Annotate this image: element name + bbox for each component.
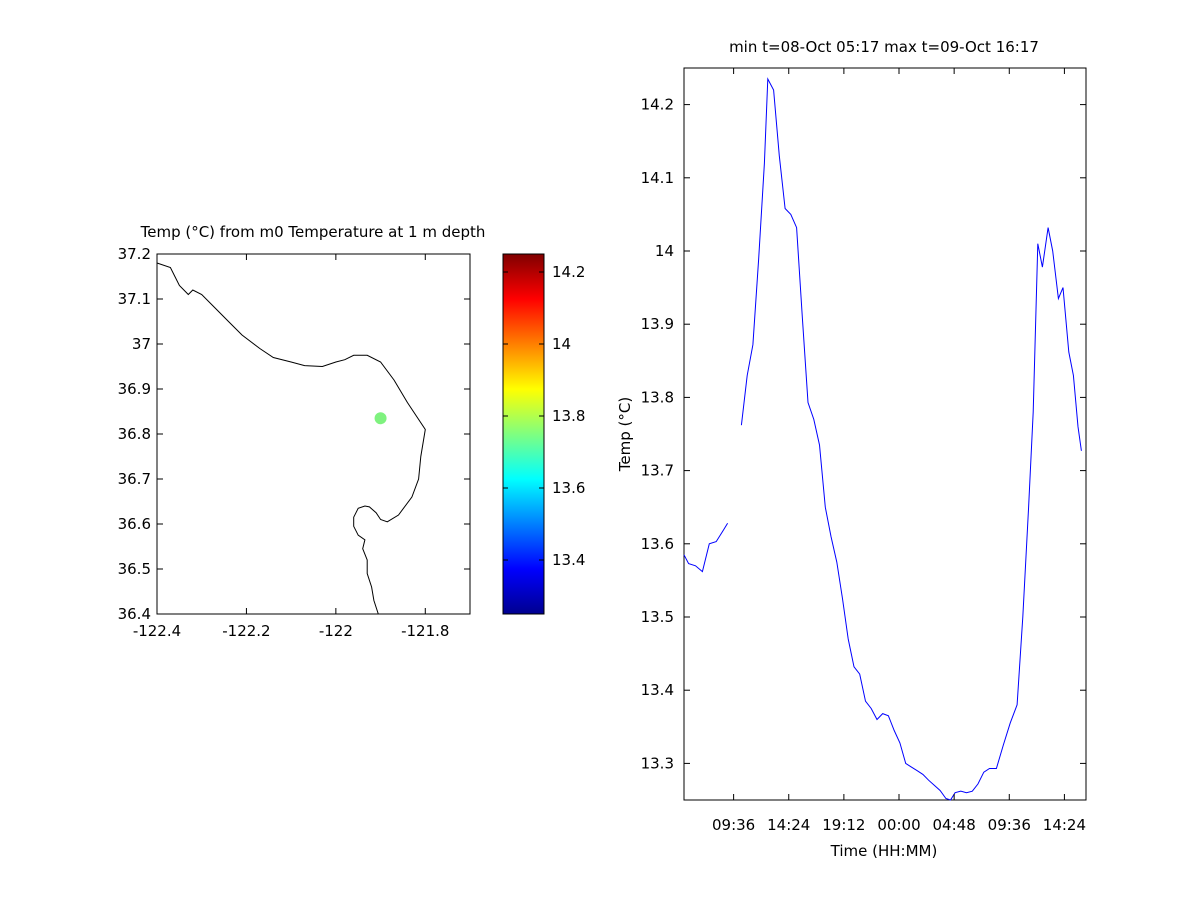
timeseries-x-tick-label: 09:36 xyxy=(712,816,755,834)
map-y-tick-label: 36.5 xyxy=(118,560,151,578)
timeseries-y-tick-label: 13.8 xyxy=(641,388,674,406)
timeseries-y-tick-label: 13.5 xyxy=(641,608,674,626)
map-axes-frame xyxy=(156,253,471,615)
timeseries-panel: min t=08-Oct 05:17 max t=09-Oct 16:17 09… xyxy=(616,38,1087,860)
colorbar-gradient xyxy=(503,254,544,614)
timeseries-x-tick-label: 00:00 xyxy=(877,816,920,834)
timeseries-x-tick-label: 14:24 xyxy=(1043,816,1086,834)
coastline xyxy=(156,262,426,615)
map-title: Temp (°C) from m0 Temperature at 1 m dep… xyxy=(140,223,486,241)
colorbar-ticks: 13.4 13.6 13.8 14 14.2 xyxy=(503,263,585,569)
map-y-tick-label: 36.7 xyxy=(118,470,151,488)
timeseries-y-tick-label: 13.4 xyxy=(641,681,674,699)
colorbar-tick-label: 13.8 xyxy=(552,407,585,425)
timeseries-x-label: Time (HH:MM) xyxy=(830,842,938,860)
colorbar-tick-label: 13.6 xyxy=(552,479,585,497)
map-y-tick-label: 37 xyxy=(132,335,151,353)
timeseries-title: min t=08-Oct 05:17 max t=09-Oct 16:17 xyxy=(729,38,1039,56)
timeseries-x-tick-label: 19:12 xyxy=(822,816,865,834)
timeseries-y-label: Temp (°C) xyxy=(616,397,634,472)
map-y-tick-label: 36.8 xyxy=(118,425,151,443)
map-x-tick-label: -122.2 xyxy=(222,622,270,640)
timeseries-y-tick-label: 13.7 xyxy=(641,462,674,480)
map-x-ticks: -122.4 -122.2 -122 -121.8 xyxy=(133,254,449,640)
timeseries-y-tick-label: 14 xyxy=(655,242,674,260)
timeseries-x-tick-label: 09:36 xyxy=(988,816,1031,834)
timeseries-x-tick-label: 04:48 xyxy=(933,816,976,834)
colorbar-frame xyxy=(502,253,545,615)
map-y-tick-label: 37.2 xyxy=(118,245,151,263)
series-line xyxy=(740,77,1082,801)
map-x-tick-label: -122 xyxy=(319,622,353,640)
colorbar-tick-label: 13.4 xyxy=(552,551,585,569)
timeseries-y-tick-label: 13.3 xyxy=(641,754,674,772)
timeseries-y-tick-label: 13.9 xyxy=(641,315,674,333)
colorbar-tick-label: 14.2 xyxy=(552,263,585,281)
series-line xyxy=(683,523,729,573)
map-panel: Temp (°C) from m0 Temperature at 1 m dep… xyxy=(118,223,486,640)
map-plot-area xyxy=(156,253,471,615)
map-y-tick-label: 36.4 xyxy=(118,605,151,623)
map-y-ticks: 36.4 36.5 36.6 36.7 36.8 36.9 37 37.1 37.2 xyxy=(118,245,470,623)
colorbar-tick-label: 14 xyxy=(552,335,571,353)
map-y-tick-label: 37.1 xyxy=(118,290,151,308)
timeseries-y-tick-label: 14.1 xyxy=(641,169,674,187)
timeseries-y-tick-label: 13.6 xyxy=(641,535,674,553)
timeseries-lines xyxy=(683,77,1082,801)
timeseries-x-ticks: 09:36 14:24 19:12 00:00 04:48 09:36 14:24 xyxy=(712,68,1086,834)
station-marker xyxy=(374,412,387,425)
map-x-tick-label: -121.8 xyxy=(401,622,449,640)
map-y-tick-label: 36.6 xyxy=(118,515,151,533)
map-y-tick-label: 36.9 xyxy=(118,380,151,398)
timeseries-axes-frame xyxy=(683,67,1087,801)
timeseries-y-tick-label: 14.2 xyxy=(641,96,674,114)
timeseries-y-ticks: 13.3 13.4 13.5 13.6 13.7 13.8 13.9 14 14.1 14.2 xyxy=(641,96,1086,772)
colorbar: 13.4 13.6 13.8 14 14.2 xyxy=(502,253,585,615)
timeseries-x-tick-label: 14:24 xyxy=(767,816,810,834)
map-x-tick-label: -122.4 xyxy=(133,622,181,640)
